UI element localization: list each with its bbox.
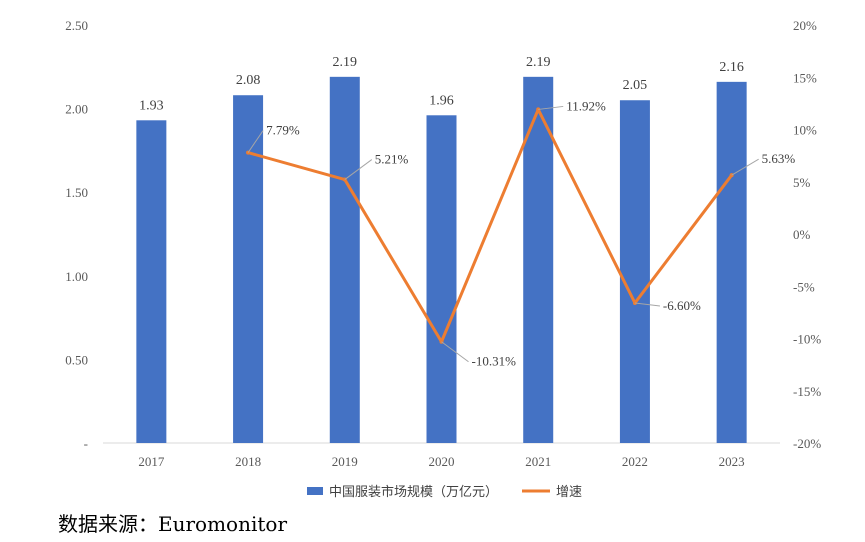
- data-label-leader: [441, 341, 469, 363]
- x-tick-label: 2022: [622, 454, 648, 469]
- source-note: 数据来源：Euromonitor: [58, 512, 288, 536]
- left-y-tick-label: -: [84, 436, 88, 451]
- x-tick-label: 2018: [235, 454, 261, 469]
- x-tick-label: 2017: [138, 454, 165, 469]
- bar: [426, 115, 457, 444]
- x-tick-label: 2023: [719, 454, 745, 469]
- left-y-tick-label: 1.00: [65, 269, 88, 284]
- data-label-leader: [344, 159, 373, 180]
- left-y-tick-label: 0.50: [65, 352, 88, 367]
- bar-series: 1.93 2.08 2.19 1.96 2.19 2.05 2.16: [136, 55, 747, 444]
- bar-value-label: 1.96: [429, 93, 454, 108]
- x-tick-label: 2020: [429, 454, 455, 469]
- bar: [233, 95, 264, 443]
- bar-value-label: 2.08: [236, 73, 261, 88]
- left-y-tick-label: 2.00: [65, 102, 88, 117]
- bar: [619, 100, 650, 444]
- right-y-tick-label: 10%: [793, 123, 817, 138]
- data-label-leader: [538, 105, 564, 110]
- line-value-label: -6.60%: [663, 298, 701, 313]
- line-value-label: 7.79%: [266, 123, 300, 138]
- growth-line: [247, 107, 733, 344]
- legend: 中国服装市场规模（万亿元） 增速: [307, 484, 582, 500]
- line-series: 7.79% 5.21% -10.31% 11.92% -6.60% 5.63%: [246, 98, 796, 369]
- right-y-tick-label: -10%: [793, 332, 821, 347]
- right-y-tick-label: -20%: [793, 436, 821, 451]
- bar-value-label: 2.16: [719, 60, 744, 75]
- line-value-label: -10.31%: [472, 354, 517, 369]
- right-y-tick-label: 20%: [793, 18, 817, 33]
- line-value-label: 11.92%: [566, 98, 606, 113]
- right-y-tick-label: 0%: [793, 227, 811, 242]
- x-tick-label: 2019: [332, 454, 358, 469]
- line-value-label: 5.21%: [375, 152, 409, 167]
- left-y-tick-label: 1.50: [65, 185, 88, 200]
- combo-chart: - 0.50 1.00 1.50 2.00 2.50 -20% -15% -10% -5% 0% 5%…: [65, 18, 821, 500]
- x-tick-label: 2021: [525, 454, 551, 469]
- right-y-tick-label: 5%: [793, 175, 811, 190]
- data-label-leader: [731, 158, 759, 176]
- bar: [716, 81, 747, 444]
- bar: [329, 76, 360, 443]
- bar: [523, 76, 554, 443]
- bar-value-label: 1.93: [139, 98, 164, 113]
- left-y-tick-label: 2.50: [65, 18, 88, 33]
- right-y-tick-label: 15%: [793, 70, 817, 85]
- axes: - 0.50 1.00 1.50 2.00 2.50 -20% -15% -10% -5% 0% 5%…: [65, 18, 821, 469]
- line-value-label: 5.63%: [762, 151, 796, 166]
- legend-swatch-bars: [307, 487, 323, 495]
- bar-value-label: 2.05: [623, 78, 648, 93]
- data-label-leader: [247, 130, 264, 153]
- bar: [136, 120, 167, 443]
- bar-value-label: 2.19: [333, 55, 358, 70]
- data-label-leader: [634, 302, 660, 307]
- legend-label-line: 增速: [556, 485, 582, 500]
- bar-value-label: 2.19: [526, 55, 551, 70]
- right-y-tick-label: -5%: [793, 279, 815, 294]
- legend-label-bars: 中国服装市场规模（万亿元）: [329, 484, 498, 500]
- right-y-tick-label: -15%: [793, 384, 821, 399]
